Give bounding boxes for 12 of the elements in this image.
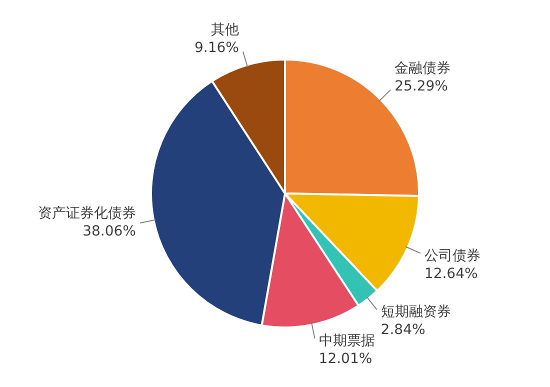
- slice-label: 其他: [210, 22, 239, 38]
- data-label: 12.01%: [318, 351, 372, 368]
- slice-label: 短期融资券: [380, 304, 451, 320]
- slice-label: 中期票据: [318, 333, 375, 350]
- slice-label: 资产证券化债券: [38, 206, 136, 222]
- data-label: 38.06%: [82, 224, 136, 240]
- data-label: 25.29%: [394, 78, 448, 94]
- slice-label: 金融债券: [394, 60, 451, 76]
- slice-label: 公司债券: [424, 248, 480, 264]
- data-label: 9.16%: [194, 40, 239, 56]
- data-label: 12.64%: [424, 266, 478, 282]
- data-label: 2.84%: [380, 322, 426, 338]
